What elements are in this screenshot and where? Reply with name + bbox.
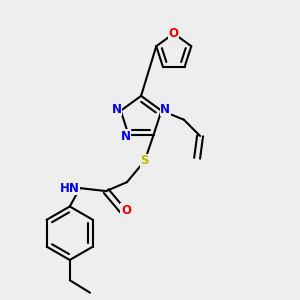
Text: O: O [169, 27, 179, 40]
Text: N: N [121, 130, 130, 142]
Text: HN: HN [59, 182, 80, 195]
Text: O: O [121, 204, 131, 217]
Text: N: N [112, 103, 122, 116]
Text: S: S [140, 154, 149, 167]
Text: N: N [160, 103, 170, 116]
